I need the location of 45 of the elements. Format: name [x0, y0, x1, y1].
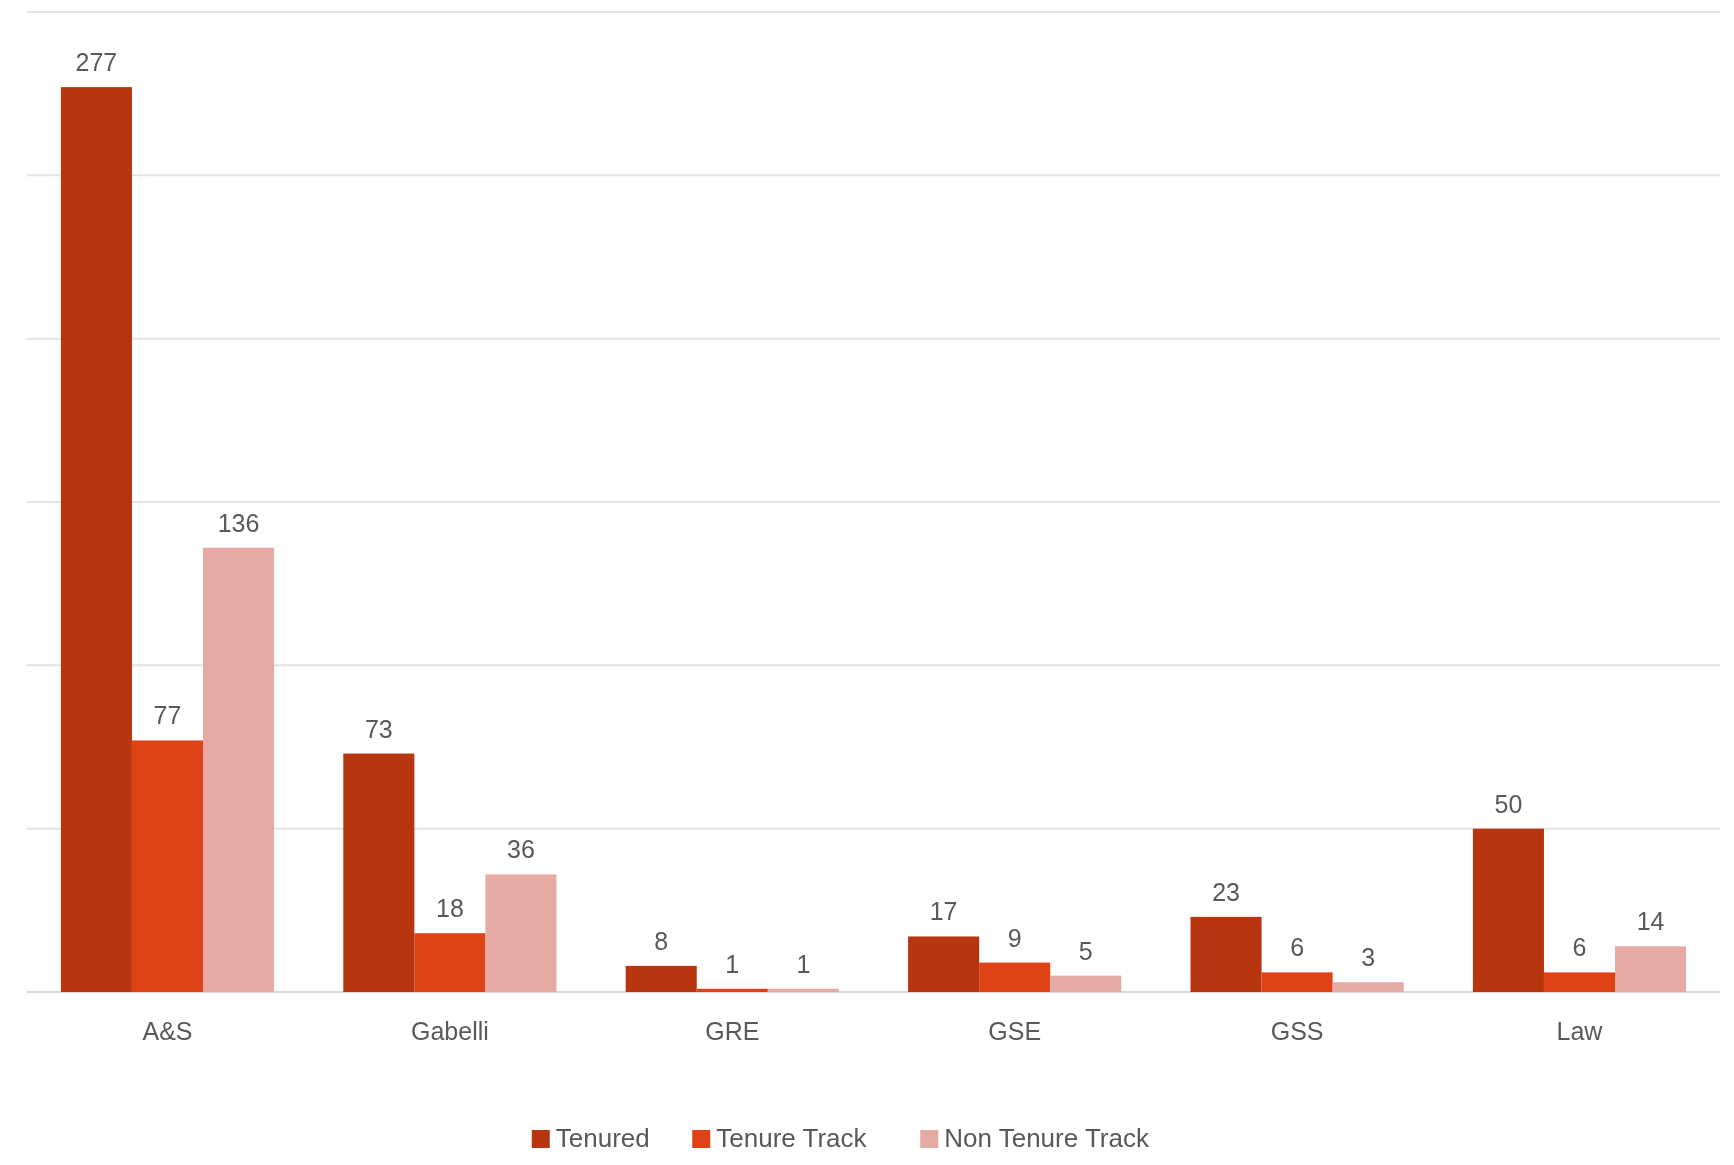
- bar: [1615, 946, 1687, 992]
- data-label: 277: [75, 48, 118, 77]
- data-label: 50: [1494, 789, 1523, 818]
- bar: [908, 936, 980, 992]
- bar: [485, 874, 557, 992]
- data-label: 8: [654, 926, 669, 955]
- bar: [343, 753, 415, 992]
- bar: [60, 87, 132, 992]
- x-tick-label: GSS: [1270, 1017, 1324, 1045]
- bar: [203, 547, 275, 992]
- data-label: 136: [217, 508, 260, 537]
- bar: [767, 988, 839, 992]
- bar: [1543, 972, 1616, 992]
- bar: [1472, 828, 1544, 992]
- x-tick-label: Law: [1556, 1017, 1604, 1045]
- bar: [979, 962, 1051, 992]
- data-label: 3: [1361, 943, 1376, 972]
- bar: [1050, 975, 1122, 992]
- data-label: 77: [153, 701, 182, 730]
- data-label: 23: [1212, 877, 1240, 906]
- x-tick-label: A&S: [142, 1017, 193, 1045]
- data-label: 73: [364, 714, 393, 743]
- data-label: 5: [1078, 936, 1093, 965]
- bar: [1190, 916, 1262, 992]
- bar: [625, 965, 697, 992]
- data-label: 9: [1007, 923, 1022, 952]
- data-label: 18: [435, 894, 464, 923]
- data-label: 36: [507, 835, 535, 864]
- data-label: 1: [725, 949, 740, 978]
- legend-label: Tenured: [555, 1123, 650, 1153]
- data-label: 17: [929, 897, 958, 926]
- data-label: 1: [796, 949, 811, 978]
- data-label: 6: [1290, 933, 1305, 962]
- x-tick-label: GRE: [705, 1017, 760, 1045]
- bar: [1261, 972, 1333, 992]
- legend-label: Non Tenure Track: [944, 1123, 1150, 1153]
- data-label: 14: [1636, 907, 1665, 936]
- x-tick-label: GSE: [988, 1017, 1042, 1045]
- bar: [1332, 982, 1404, 992]
- bar: [131, 740, 204, 992]
- bar: [414, 933, 486, 992]
- data-label: 6: [1572, 933, 1587, 962]
- legend-label: Tenure Track: [716, 1123, 868, 1153]
- bar: [696, 988, 768, 992]
- x-tick-label: Gabelli: [410, 1017, 489, 1045]
